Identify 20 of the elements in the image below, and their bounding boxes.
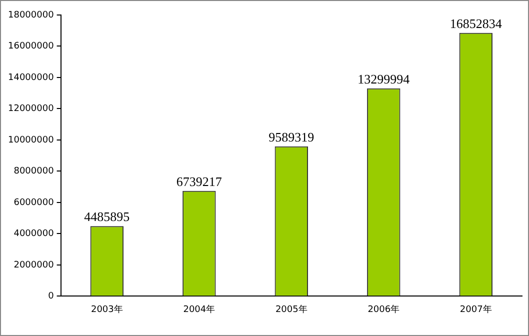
data-label: 6739217	[176, 174, 222, 189]
y-tick-label: 18000000	[8, 10, 54, 20]
x-tick-label: 2006年	[368, 304, 400, 315]
y-tick-label: 10000000	[8, 135, 54, 146]
data-label: 13299994	[358, 71, 410, 86]
x-tick-label: 2007年	[460, 304, 492, 315]
y-tick-label: 2000000	[14, 260, 54, 270]
x-tick-label: 2004年	[183, 304, 216, 315]
x-tick-label: 2003年	[90, 304, 123, 315]
y-tick-label: 0	[48, 292, 54, 302]
y-tick-label: 16000000	[8, 42, 54, 52]
x-tick-label: 2005年	[275, 304, 308, 315]
y-tick-label: 12000000	[8, 104, 54, 114]
y-tick-label: 8000000	[14, 166, 54, 177]
y-tick-label: 14000000	[8, 72, 54, 83]
data-label: 4485895	[84, 209, 130, 224]
data-label: 9589319	[268, 129, 314, 144]
y-tick-label: 6000000	[14, 198, 54, 208]
data-label: 16852834	[450, 16, 502, 31]
y-tick-label: 4000000	[14, 229, 54, 240]
